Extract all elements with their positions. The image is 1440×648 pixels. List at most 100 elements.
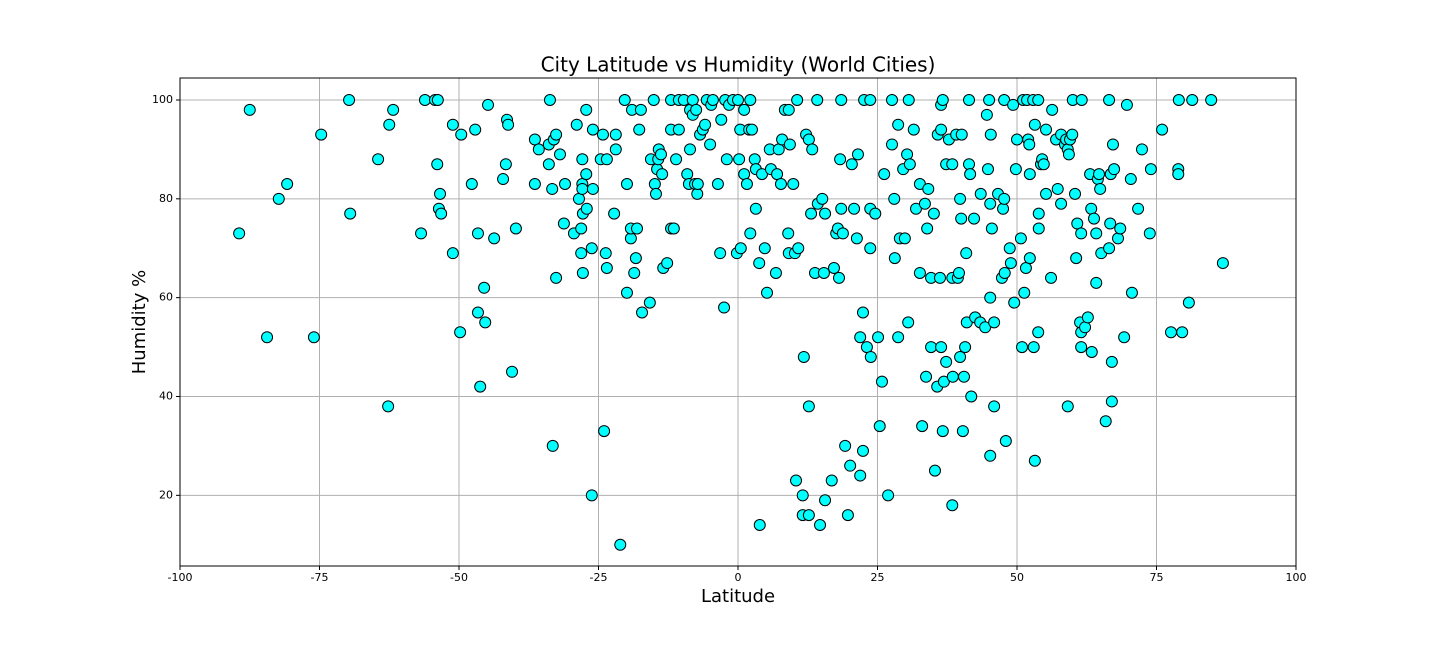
scatter-point — [686, 93, 699, 106]
y-tick-label: 60 — [159, 291, 173, 304]
scatter-point — [892, 331, 905, 344]
scatter-point — [955, 212, 968, 225]
scatter-point — [471, 227, 484, 240]
scatter-point — [1008, 296, 1021, 309]
scatter-point — [528, 178, 541, 191]
scatter-point — [740, 178, 753, 191]
scatter-point — [761, 286, 774, 299]
scatter-point — [576, 182, 589, 195]
scatter-point — [1027, 341, 1040, 354]
scatter-point — [478, 281, 491, 294]
scatter-point — [875, 375, 888, 388]
scatter-point — [1037, 158, 1050, 171]
scatter-point — [580, 103, 593, 116]
scatter-point — [585, 242, 598, 255]
scatter-point — [609, 128, 622, 141]
scatter-point — [681, 168, 694, 181]
x-tick-label: 0 — [735, 571, 742, 584]
scatter-point — [1120, 98, 1133, 111]
scatter-point — [888, 252, 901, 265]
scatter-point — [749, 202, 762, 215]
scatter-point — [1118, 331, 1131, 344]
scatter-point — [882, 489, 895, 502]
scatter-point — [997, 202, 1010, 215]
scatter-point — [387, 103, 400, 116]
scatter-point — [1165, 326, 1178, 339]
scatter-point — [1105, 395, 1118, 408]
scatter-point — [888, 192, 901, 205]
scatter-point — [1205, 93, 1218, 106]
scatter-point — [559, 178, 572, 191]
scatter-point — [984, 197, 997, 210]
scatter-point — [783, 138, 796, 151]
scatter-point — [774, 178, 787, 191]
scatter-point — [718, 301, 731, 314]
scatter-point — [753, 518, 766, 531]
scatter-point — [620, 286, 633, 299]
scatter-point — [772, 143, 785, 156]
scatter-point — [1103, 93, 1116, 106]
scatter-point — [839, 439, 852, 452]
x-tick-label: -100 — [168, 571, 193, 584]
scatter-point — [608, 207, 621, 220]
scatter-point — [631, 222, 644, 235]
scatter-point — [797, 350, 810, 363]
scatter-point — [936, 425, 949, 438]
scatter-point — [1051, 182, 1064, 195]
scatter-point — [1045, 271, 1058, 284]
scatter-point — [1111, 232, 1124, 245]
scatter-point — [509, 222, 522, 235]
scatter-point — [963, 93, 976, 106]
scatter-point — [1172, 93, 1185, 106]
scatter-point — [576, 153, 589, 166]
scatter-point — [624, 232, 637, 245]
scatter-point — [1090, 276, 1103, 289]
scatter-point — [499, 158, 512, 171]
scatter-point — [907, 123, 920, 136]
scatter-point — [599, 247, 612, 260]
scatter-point — [1018, 286, 1031, 299]
scatter-point — [1011, 133, 1023, 146]
scatter-point — [1085, 202, 1098, 215]
scatter-point — [576, 266, 589, 279]
scatter-point — [643, 296, 656, 309]
scatter-point — [1023, 252, 1036, 265]
scatter-point — [916, 420, 929, 433]
scatter-point — [715, 113, 728, 126]
scatter-point — [848, 202, 861, 215]
scatter-point — [963, 158, 976, 171]
scatter-point — [954, 192, 967, 205]
scatter-point — [903, 158, 916, 171]
scatter-point — [1003, 242, 1016, 255]
scatter-point — [497, 173, 510, 186]
scatter-point — [586, 182, 599, 195]
x-tick-label: 25 — [871, 571, 885, 584]
scatter-point — [979, 321, 992, 334]
scatter-point — [1046, 103, 1059, 116]
scatter-point — [281, 178, 294, 191]
scatter-point — [988, 400, 1001, 413]
scatter-point — [952, 266, 965, 279]
scatter-point — [618, 93, 631, 106]
scatter-point — [933, 271, 946, 284]
scatter-point — [854, 469, 867, 482]
scatter-point — [925, 341, 938, 354]
scatter-point — [1104, 217, 1117, 230]
scatter-point — [620, 178, 633, 191]
scatter-point — [856, 306, 869, 319]
scatter-point — [690, 103, 703, 116]
scatter-point — [827, 262, 840, 275]
scatter-point — [974, 187, 987, 200]
scatter-point — [1032, 222, 1045, 235]
scatter-point — [1125, 286, 1138, 299]
scatter-point — [1090, 227, 1103, 240]
scatter-point — [1040, 123, 1053, 136]
scatter-point — [1032, 326, 1045, 339]
scatter-point — [983, 93, 996, 106]
plot-frame — [179, 77, 1297, 567]
scatter-point — [1103, 242, 1116, 255]
scatter-point — [1143, 227, 1156, 240]
scatter-point — [836, 227, 849, 240]
scatter-point — [769, 266, 782, 279]
x-tick-label: 50 — [1010, 571, 1024, 584]
